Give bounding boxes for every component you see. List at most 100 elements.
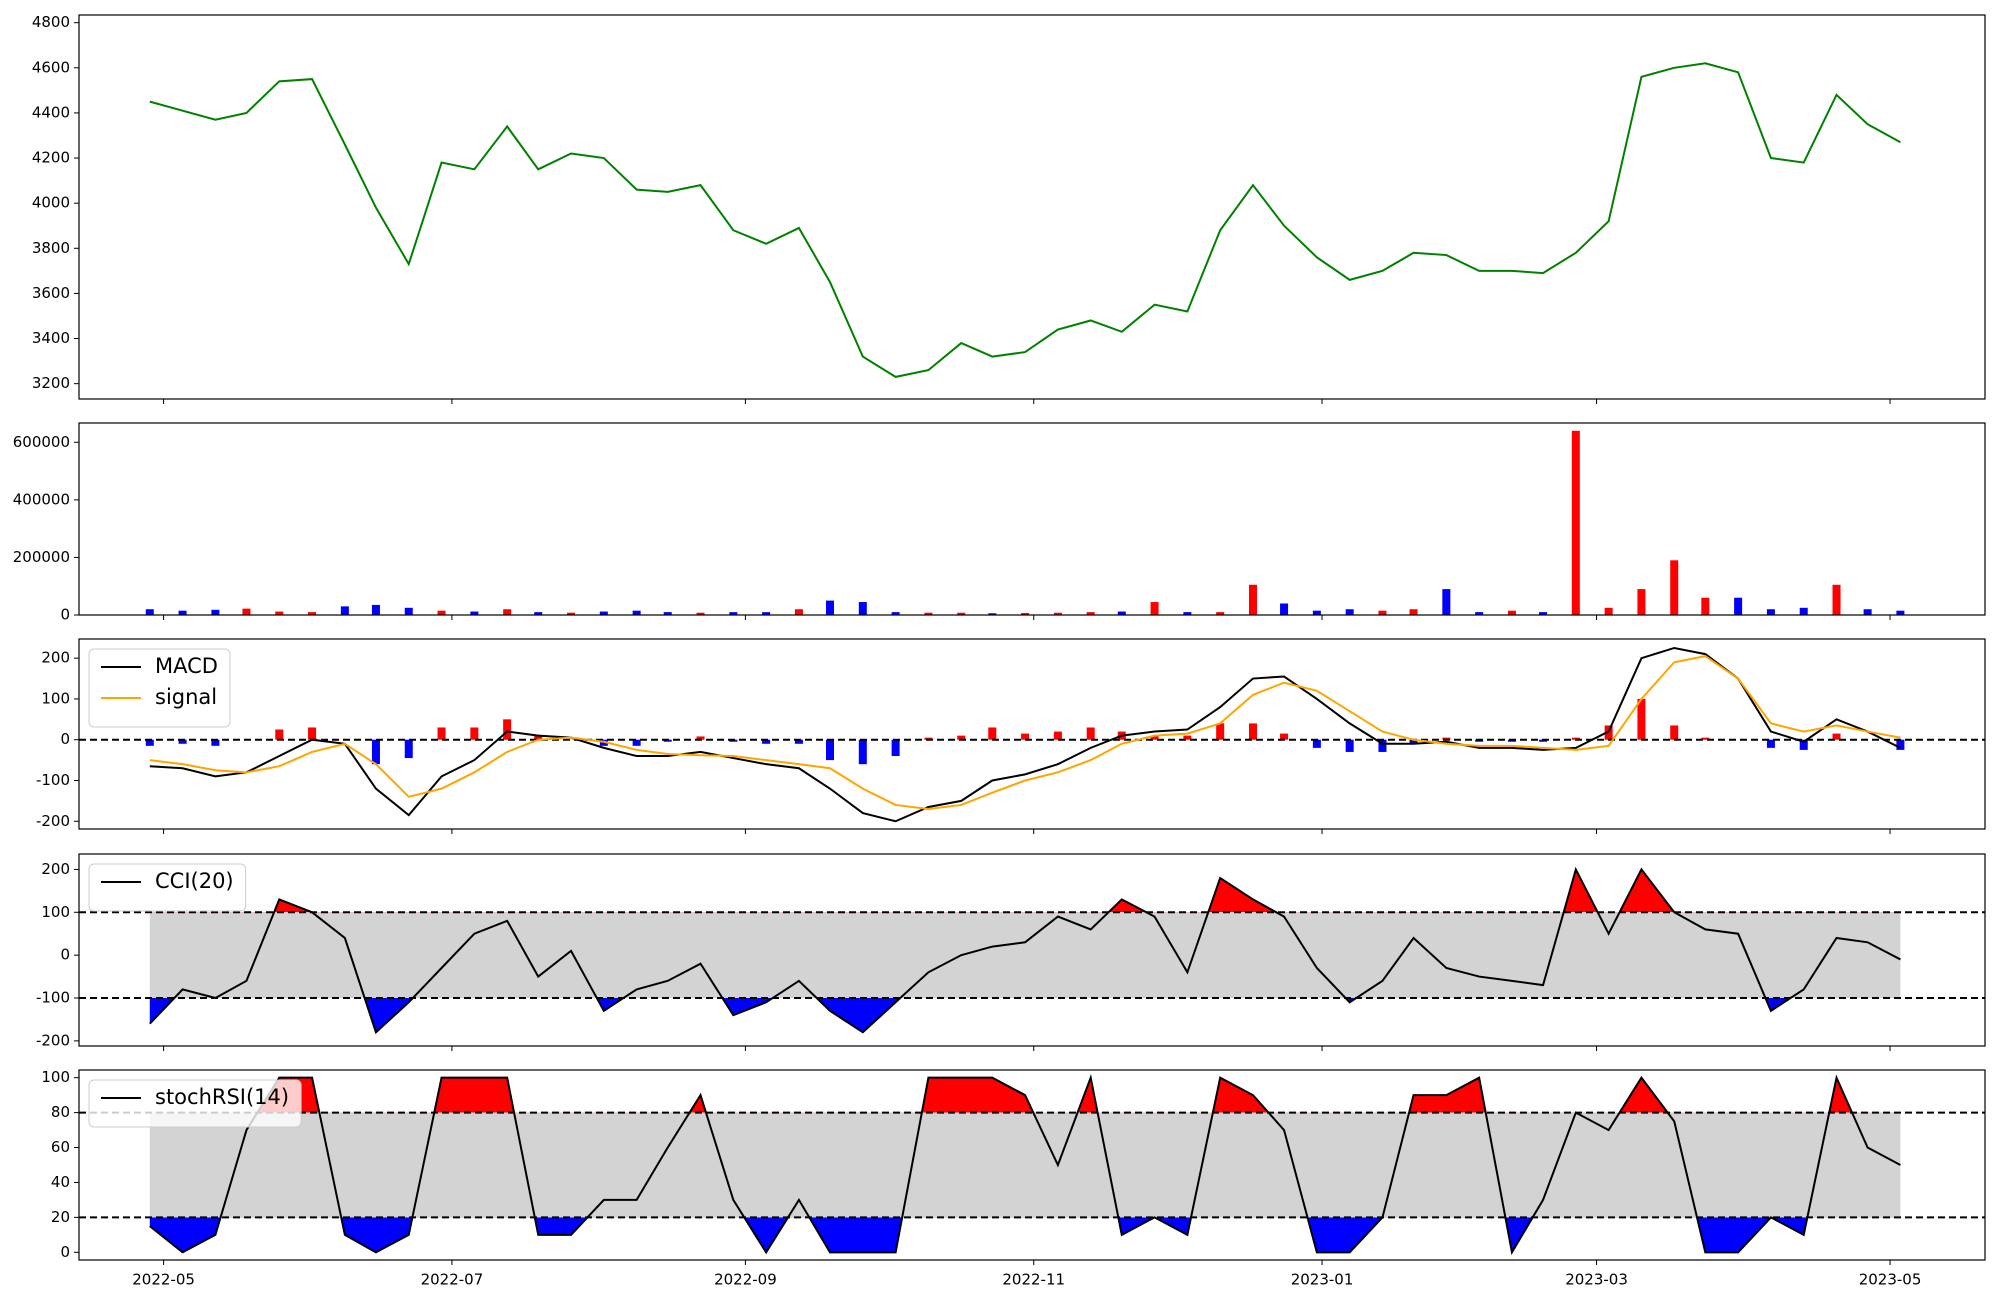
legend-label: signal <box>155 685 217 709</box>
panel <box>145 430 1905 615</box>
axes-frame <box>78 1069 1986 1261</box>
histogram-bar <box>891 739 900 757</box>
volume-bar <box>794 609 803 615</box>
volume-bar <box>1604 607 1613 615</box>
histogram-bar <box>1053 731 1062 740</box>
volume-bar <box>1248 584 1257 615</box>
y-tick-label: 3800 <box>32 239 70 257</box>
volume-bar <box>858 602 867 615</box>
y-tick-label: 0 <box>60 946 70 964</box>
histogram-bar <box>1216 723 1225 740</box>
volume-bar <box>340 606 349 615</box>
volume-bar <box>1216 612 1225 615</box>
volume-bar <box>1734 597 1743 615</box>
histogram-bar <box>794 739 803 744</box>
axes-frame <box>78 422 1986 616</box>
y-tick-label: 4400 <box>32 103 70 121</box>
volume-bar <box>211 609 220 615</box>
histogram-bar <box>663 739 672 742</box>
fill-above <box>149 1077 1901 1113</box>
x-tick-label: 2022-11 <box>1002 1271 1065 1289</box>
histogram-bar <box>1766 739 1775 748</box>
series-line <box>149 866 1901 1035</box>
volume-bar <box>762 612 771 615</box>
volume-bar <box>178 610 187 615</box>
y-tick-label: 200 <box>41 649 70 667</box>
volume-bar <box>1053 612 1062 615</box>
volume-bar <box>1280 603 1289 615</box>
histogram-bar <box>275 729 284 740</box>
volume-bar <box>957 612 966 615</box>
axes-frame <box>78 853 1986 1047</box>
y-tick-label: 40 <box>51 1173 70 1191</box>
histogram-bar <box>1539 739 1548 742</box>
histogram-bar <box>826 739 835 761</box>
series-line <box>149 646 1901 823</box>
volume-bar <box>1863 609 1872 615</box>
histogram-bar <box>729 739 738 742</box>
volume-bar <box>924 612 933 615</box>
x-tick-label: 2023-03 <box>1565 1271 1628 1289</box>
volume-bar <box>1378 610 1387 615</box>
legend: stochRSI(14) <box>88 1079 302 1128</box>
y-tick-label: 4600 <box>32 58 70 76</box>
histogram-bar <box>1021 733 1030 740</box>
panel <box>79 646 1985 823</box>
volume-bar <box>1670 560 1679 615</box>
volume-bar <box>1183 612 1192 615</box>
histogram-bar <box>924 737 933 740</box>
volume-bar <box>470 611 479 615</box>
histogram-bar <box>1409 739 1418 744</box>
y-tick-label: 4000 <box>32 194 70 212</box>
volume-bar <box>826 600 835 615</box>
x-tick-label: 2022-05 <box>132 1271 195 1289</box>
volume-bar <box>145 609 154 615</box>
histogram-bar <box>178 739 187 744</box>
legend: MACD signal <box>88 648 231 728</box>
volume-bar <box>1701 597 1710 615</box>
volume-bar <box>308 612 317 615</box>
volume-bar <box>503 609 512 615</box>
x-tick-label: 2023-05 <box>1859 1271 1922 1289</box>
histogram-bar <box>371 739 380 765</box>
axes-frame <box>78 14 1986 400</box>
histogram-bar <box>988 727 997 740</box>
y-tick-label: -200 <box>36 1031 70 1049</box>
histogram-bar <box>1312 739 1321 748</box>
volume-bar <box>632 610 641 615</box>
y-tick-label: 400000 <box>13 490 70 508</box>
volume-bar <box>1475 612 1484 615</box>
histogram-bar <box>1637 698 1646 740</box>
y-tick-label: 3200 <box>32 374 70 392</box>
panel <box>149 62 1901 378</box>
volume-bar <box>729 612 738 615</box>
histogram-bar <box>404 739 413 759</box>
series-line <box>149 655 1901 811</box>
y-tick-label: -100 <box>36 771 70 789</box>
x-tick-label: 2022-09 <box>714 1271 777 1289</box>
y-tick-label: 0 <box>60 606 70 624</box>
volume-bar <box>1117 611 1126 615</box>
histogram-bar <box>1345 739 1354 752</box>
legend-box <box>88 648 231 728</box>
histogram-bar <box>1896 739 1905 750</box>
histogram-bar <box>957 735 966 740</box>
volume-bar <box>1442 589 1451 615</box>
volume-bar <box>1150 602 1159 615</box>
histogram-bar <box>1507 739 1516 742</box>
histogram-bar <box>1701 737 1710 740</box>
y-tick-label: 20 <box>51 1208 70 1226</box>
volume-bar <box>663 612 672 615</box>
histogram-bar <box>1280 733 1289 740</box>
volume-bar <box>534 612 543 615</box>
volume-bar <box>1766 609 1775 615</box>
volume-bar <box>437 610 446 615</box>
legend-label: stochRSI(14) <box>155 1085 289 1109</box>
volume-bar <box>1539 612 1548 615</box>
volume-bar <box>1021 612 1030 615</box>
legend-box <box>88 1079 302 1128</box>
histogram-bar <box>145 739 154 746</box>
histogram-bar <box>1442 737 1451 740</box>
histogram-bar <box>1183 735 1192 740</box>
